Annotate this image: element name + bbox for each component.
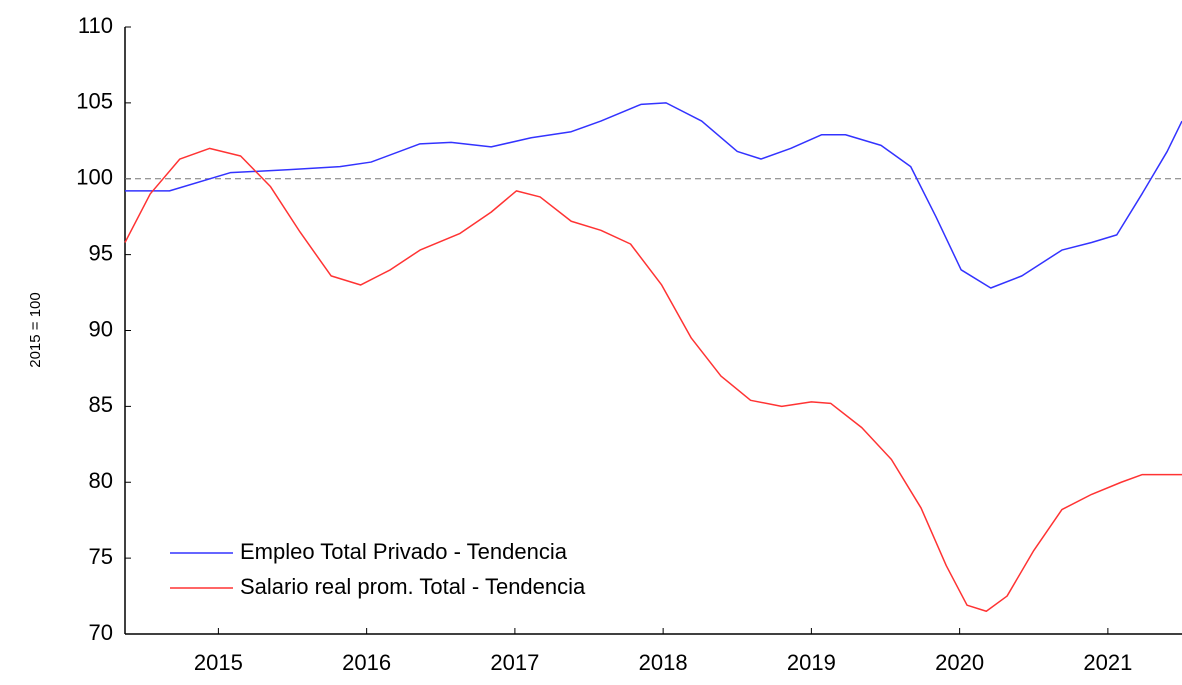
x-tick-label: 2016 <box>342 650 391 675</box>
legend-label: Empleo Total Privado - Tendencia <box>240 539 568 564</box>
y-axis-label: 2015 = 100 <box>27 292 44 368</box>
y-tick-label: 85 <box>89 392 113 417</box>
data-line <box>124 147 1182 612</box>
y-tick-label: 80 <box>89 468 113 493</box>
y-tick-label: 110 <box>78 13 113 38</box>
y-tick-label: 105 <box>76 89 113 114</box>
legend-label: Salario real prom. Total - Tendencia <box>240 574 586 599</box>
x-tick-label: 2015 <box>194 650 243 675</box>
x-tick-label: 2020 <box>935 650 984 675</box>
y-tick-label: 95 <box>89 240 113 265</box>
x-tick-label: 2019 <box>787 650 836 675</box>
data-line <box>125 102 1182 289</box>
x-tick-label: 2017 <box>490 650 539 675</box>
y-tick-label: 75 <box>89 544 113 569</box>
x-tick-label: 2018 <box>639 650 688 675</box>
x-tick-label: 2021 <box>1083 650 1132 675</box>
y-tick-label: 70 <box>89 620 113 645</box>
y-tick-label: 90 <box>89 316 113 341</box>
y-tick-label: 100 <box>76 165 113 190</box>
